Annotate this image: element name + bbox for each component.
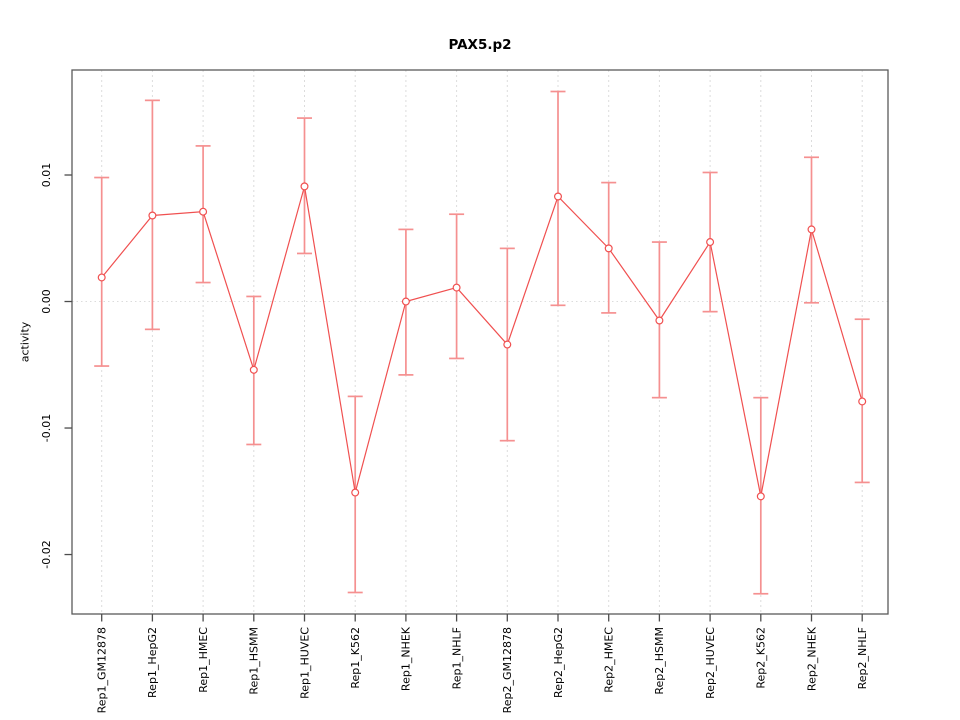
chart-title: PAX5.p2: [448, 37, 512, 53]
x-tick-label: Rep2_NHEK: [805, 626, 818, 691]
x-tick-label: Rep2_HMEC: [603, 627, 616, 693]
point-marker: [604, 244, 613, 253]
x-tick-label: Rep2_HepG2: [552, 627, 565, 698]
series-line: [101, 186, 863, 497]
x-tick-label: Rep2_HUVEC: [704, 627, 717, 699]
x-tick-label: Rep1_HepG2: [146, 627, 159, 698]
point-marker: [452, 283, 461, 292]
point-marker: [401, 297, 410, 306]
point-marker: [553, 192, 562, 201]
x-tick-label: Rep1_NHEK: [400, 626, 413, 691]
x-tick-label: Rep2_NHLF: [856, 627, 869, 689]
plot-area-box: [71, 69, 889, 615]
point-marker: [351, 488, 360, 497]
y-tick-label: 0.00: [40, 289, 53, 314]
point-marker: [503, 340, 512, 349]
x-tick-label: Rep1_HSMM: [248, 627, 261, 695]
point-marker: [706, 238, 715, 247]
y-tick-label: -0.02: [40, 540, 53, 568]
point-marker: [148, 211, 157, 220]
x-tick-label: Rep2_K562: [755, 627, 768, 689]
x-tick-label: Rep2_HSMM: [653, 627, 666, 695]
point-marker: [807, 225, 816, 234]
x-tick-label: Rep1_GM12878: [96, 627, 109, 713]
point-marker: [300, 182, 309, 191]
x-tick-label: Rep1_HUVEC: [298, 627, 311, 699]
point-marker: [97, 273, 106, 282]
point-marker: [249, 365, 258, 374]
point-marker: [655, 316, 664, 325]
y-tick-label: 0.01: [40, 163, 53, 188]
x-tick-label: Rep1_NHLF: [450, 627, 463, 689]
y-tick-label: -0.01: [40, 414, 53, 442]
point-marker: [858, 397, 867, 406]
x-tick-label: Rep1_HMEC: [197, 627, 210, 693]
point-marker: [199, 207, 208, 216]
x-tick-label: Rep2_GM12878: [501, 627, 514, 713]
x-tick-label: Rep1_K562: [349, 627, 362, 689]
point-marker: [756, 492, 765, 501]
